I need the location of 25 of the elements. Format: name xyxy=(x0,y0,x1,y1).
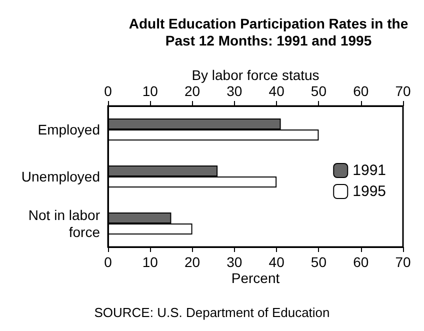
x-tick-label: 30 xyxy=(226,254,242,270)
x2-tick-label: 40 xyxy=(268,83,285,99)
y-tick-label: Not in labor force xyxy=(28,207,100,240)
x-axis-title: Percent xyxy=(231,270,280,286)
x2-tick-label: 0 xyxy=(104,83,112,99)
legend-label: 1995 xyxy=(352,183,386,200)
x2-tick-label: 20 xyxy=(184,83,200,99)
y-tick-label: Unemployed xyxy=(21,168,100,184)
x-tick-label: 20 xyxy=(184,254,200,270)
x2-axis-title: By labor force status xyxy=(192,67,320,83)
x2-tick-label: 60 xyxy=(353,83,369,99)
source-note: SOURCE: U.S. Department of Education xyxy=(94,305,330,320)
x-tick-label: 50 xyxy=(310,254,327,270)
legend-label: 1991 xyxy=(352,162,386,179)
x-tick-label: 60 xyxy=(353,254,369,270)
x-tick-label: 10 xyxy=(142,254,158,270)
x2-tick-label: 30 xyxy=(226,83,242,99)
x2-tick-label: 70 xyxy=(395,83,411,99)
x-tick-label: 70 xyxy=(395,254,411,270)
x-tick-label: 0 xyxy=(104,254,112,270)
x2-tick-label: 50 xyxy=(310,83,327,99)
x2-tick-label: 10 xyxy=(142,83,158,99)
x-tick-label: 40 xyxy=(268,254,285,270)
chart-title: Adult Education Participation Rates in the Past 12 Months: 1991 and 1995 xyxy=(128,16,408,48)
y-tick-label: Employed xyxy=(38,122,100,138)
